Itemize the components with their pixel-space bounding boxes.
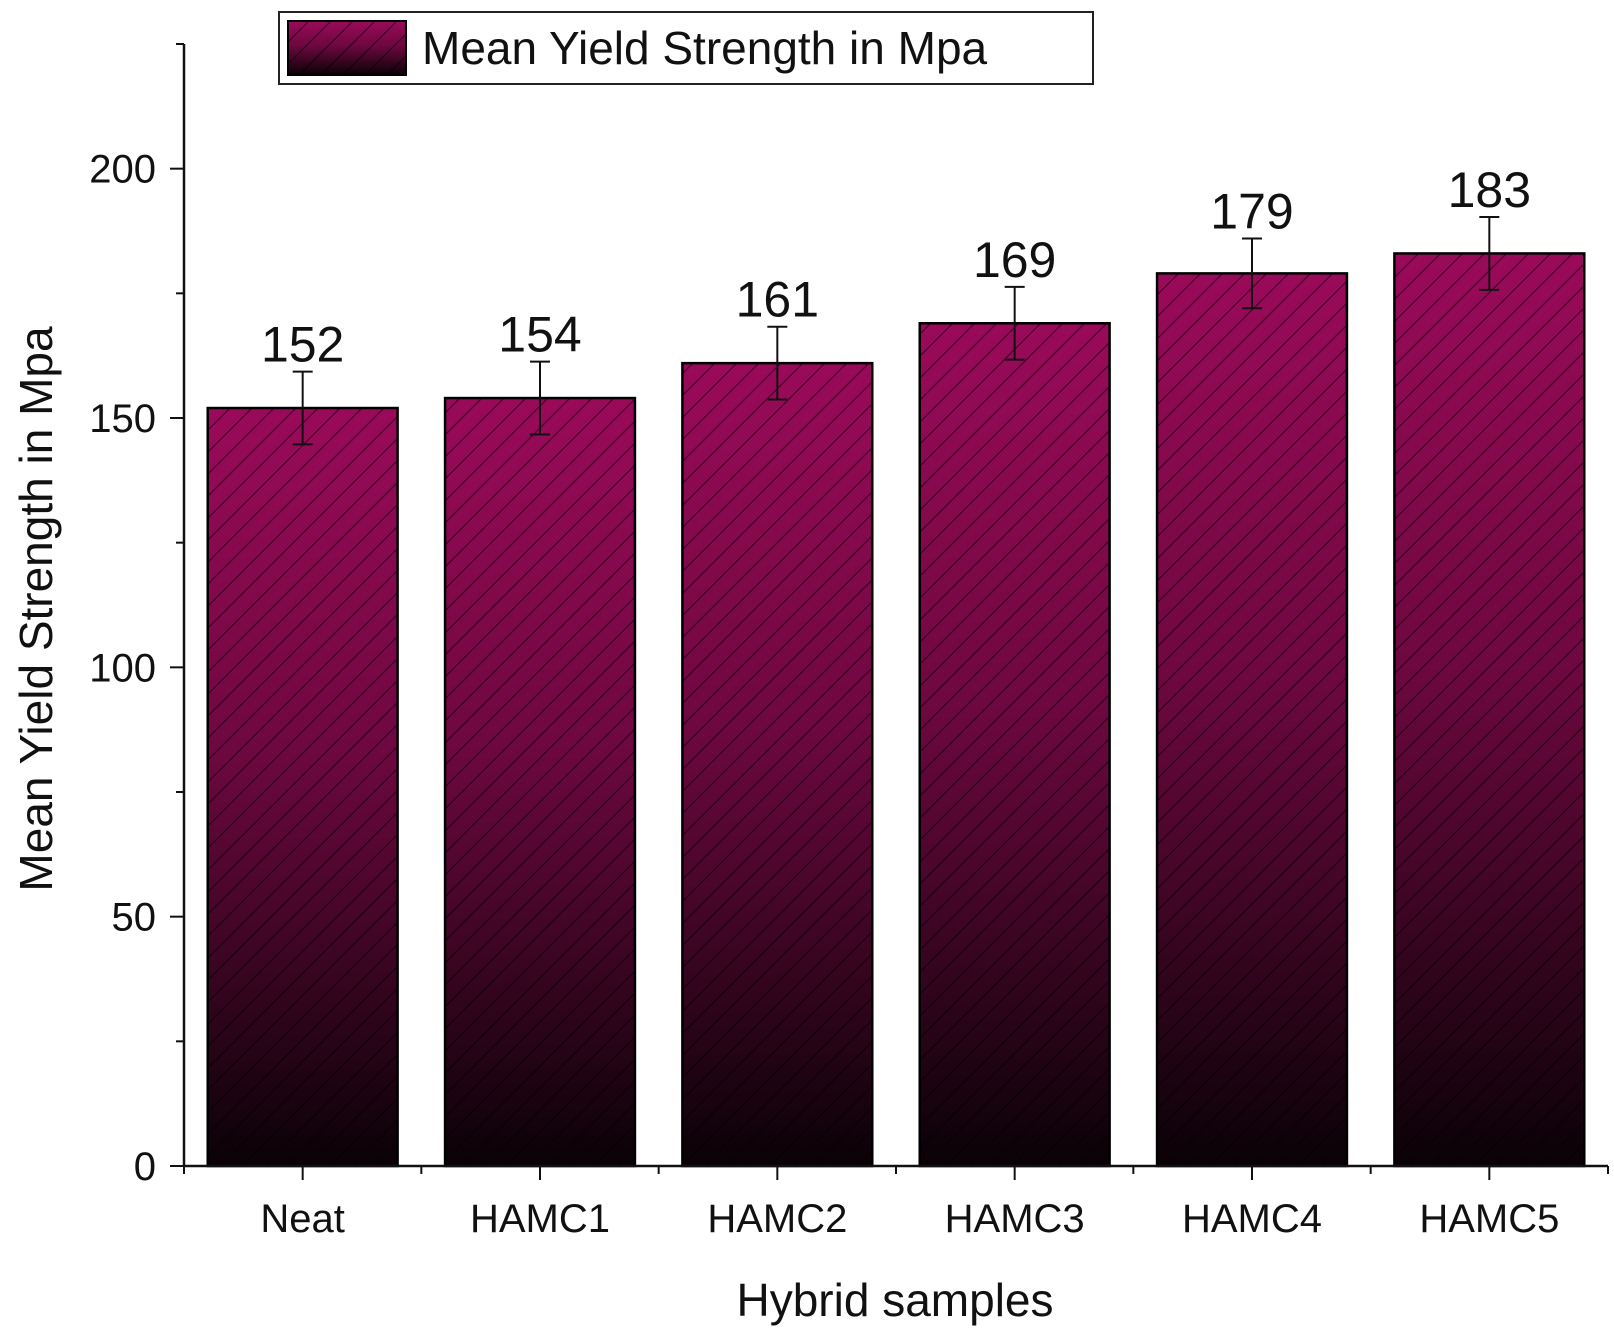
y-tick-label-150: 150 xyxy=(89,397,156,441)
bar-hatch-hamc3 xyxy=(918,322,1111,1168)
y-tick-label-100: 100 xyxy=(89,646,156,690)
value-label-hamc2: 161 xyxy=(736,272,819,328)
bar-hatch-hamc1 xyxy=(443,396,637,1168)
bar-hatch-hamc4 xyxy=(1155,272,1349,1168)
bar-hatch-neat xyxy=(206,406,399,1168)
value-label-hamc3: 169 xyxy=(973,232,1056,288)
bar-hatch-hamc5 xyxy=(1393,252,1586,1168)
y-tick-label-50: 50 xyxy=(112,896,157,940)
x-tick-label-hamc3: HAMC3 xyxy=(945,1197,1085,1241)
x-axis-title: Hybrid samples xyxy=(737,1274,1054,1326)
bars xyxy=(206,252,1586,1168)
x-ticks: Neat HAMC1 HAMC2 HAMC3 HAMC4 HAMC5 xyxy=(183,1166,1609,1241)
x-tick-label-neat: Neat xyxy=(260,1197,345,1241)
value-label-hamc5: 183 xyxy=(1448,162,1531,218)
bar-hatch-hamc2 xyxy=(681,361,874,1168)
y-tick-label-0: 0 xyxy=(134,1145,156,1189)
legend-box xyxy=(278,11,1094,85)
y-axis-title: Mean Yield Strength in Mpa xyxy=(10,326,62,892)
legend-swatch-hatch xyxy=(288,21,406,75)
x-tick-label-hamc4: HAMC4 xyxy=(1182,1197,1322,1241)
legend-label: Mean Yield Strength in Mpa xyxy=(422,22,988,74)
value-label-hamc1: 154 xyxy=(498,307,581,363)
value-labels: 152 154 161 169 179 183 xyxy=(261,162,1531,373)
value-label-hamc4: 179 xyxy=(1210,183,1293,239)
x-tick-label-hamc1: HAMC1 xyxy=(470,1197,610,1241)
x-tick-label-hamc2: HAMC2 xyxy=(707,1197,847,1241)
x-tick-label-hamc5: HAMC5 xyxy=(1419,1197,1559,1241)
value-label-neat: 152 xyxy=(261,317,344,373)
error-bars xyxy=(292,216,1500,446)
y-ticks: 0 50 100 150 200 xyxy=(89,43,184,1189)
legend: Mean Yield Strength in Mpa xyxy=(278,11,1094,85)
y-tick-label-200: 200 xyxy=(89,148,156,192)
